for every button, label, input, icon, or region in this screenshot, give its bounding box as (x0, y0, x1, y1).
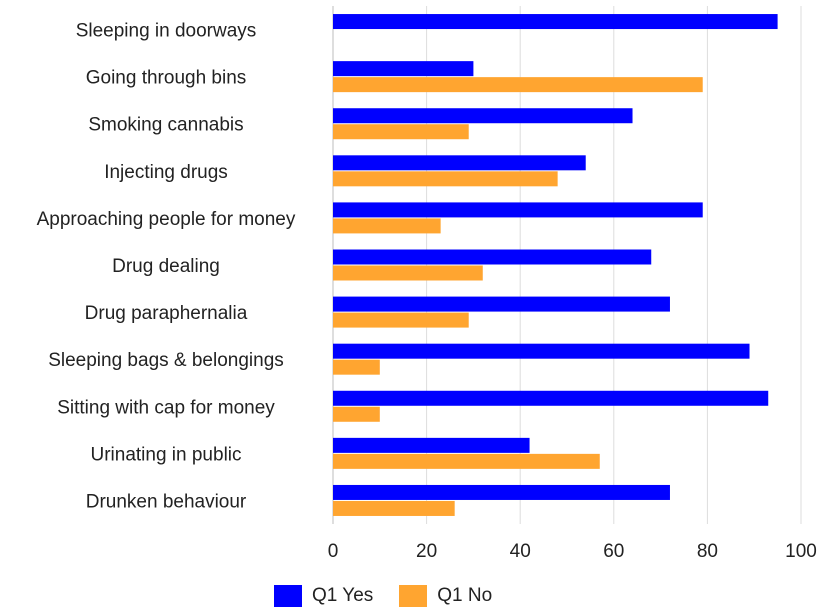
category-label: Urinating in public (90, 444, 241, 465)
legend-swatch-yes (274, 585, 302, 607)
x-tick-label: 60 (603, 541, 624, 562)
bar-yes (333, 484, 670, 500)
legend-label-no: Q1 No (437, 585, 493, 606)
x-tick-label: 100 (785, 541, 817, 562)
category-label: Drug paraphernalia (85, 303, 248, 324)
category-label: Sleeping in doorways (76, 21, 257, 42)
bar-no (333, 265, 483, 281)
category-label: Sitting with cap for money (57, 397, 275, 418)
category-label: Injecting drugs (104, 162, 228, 183)
x-tick-label: 80 (697, 541, 718, 562)
bar-no (333, 218, 441, 234)
x-tick-labels: 0 20 40 60 80 100 (328, 541, 817, 562)
bar-yes (333, 202, 703, 218)
legend-item-no: Q1 No (399, 585, 492, 607)
x-tick-label: 20 (416, 541, 437, 562)
gridlines (332, 6, 802, 524)
bar-yes (333, 14, 778, 30)
legend-item-yes: Q1 Yes (274, 585, 373, 607)
legend-label-yes: Q1 Yes (312, 585, 374, 606)
bar-yes (333, 108, 633, 124)
x-tick-label: 0 (328, 541, 339, 562)
bar-no (333, 500, 455, 516)
bar-yes (333, 296, 670, 312)
bar-yes (333, 249, 652, 265)
bars (333, 14, 778, 516)
bar-no (333, 77, 703, 93)
bar-yes (333, 343, 750, 359)
bar-no (333, 453, 600, 469)
legend-swatch-no (399, 585, 428, 607)
category-label: Drunken behaviour (86, 491, 247, 512)
bar-yes (333, 437, 530, 453)
bar-no (333, 359, 380, 375)
category-label: Sleeping bags & belongings (48, 350, 284, 371)
x-tick-label: 40 (510, 541, 531, 562)
bar-chart: Sleeping in doorways Going through bins Sm… (37, 6, 817, 562)
bar-no (333, 312, 469, 328)
bar-yes (333, 61, 474, 77)
category-label: Approaching people for money (37, 209, 296, 230)
bar-no (333, 124, 469, 140)
category-labels: Sleeping in doorways Going through bins Sm… (37, 21, 296, 513)
category-label: Smoking cannabis (88, 115, 243, 136)
bar-yes (333, 155, 586, 171)
legend: Q1 Yes Q1 No (274, 585, 518, 607)
category-label: Going through bins (86, 68, 247, 89)
category-label: Drug dealing (112, 256, 220, 277)
bar-no (333, 406, 380, 422)
bar-no (333, 171, 558, 187)
bar-yes (333, 390, 769, 406)
